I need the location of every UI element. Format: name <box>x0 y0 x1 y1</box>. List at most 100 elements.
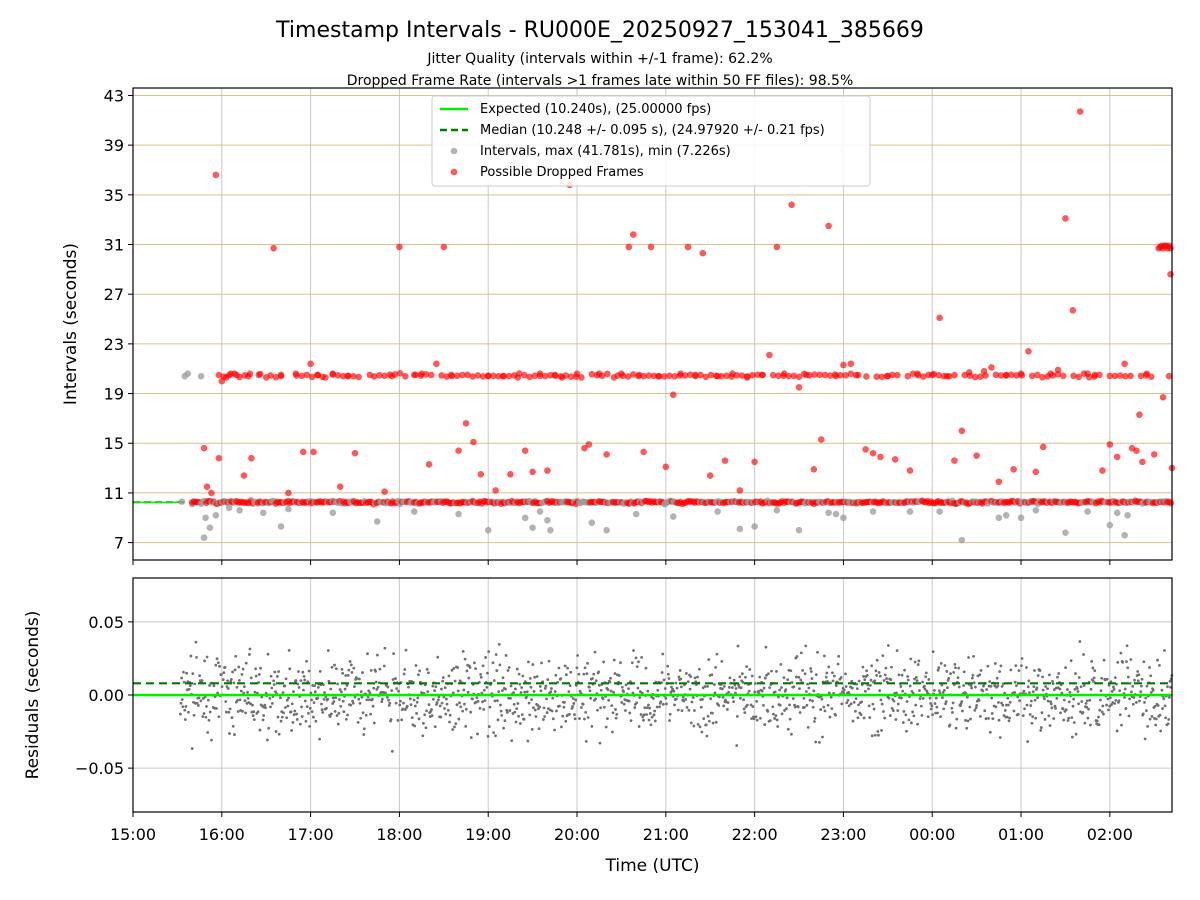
residual-point <box>368 691 372 695</box>
residual-point <box>538 705 542 709</box>
residual-point <box>846 698 850 702</box>
residual-point <box>707 719 711 723</box>
residual-point <box>533 675 537 679</box>
dropped-frame-point <box>585 441 593 448</box>
residual-point <box>906 675 910 678</box>
dropped-frame-point <box>837 371 844 379</box>
interval-point <box>178 498 186 505</box>
residual-point <box>268 696 272 700</box>
residual-point <box>241 709 244 713</box>
residual-point <box>773 690 777 694</box>
residual-point <box>1169 685 1173 689</box>
residual-point <box>965 695 969 699</box>
residual-point <box>1156 658 1159 662</box>
dropped-frame-point <box>958 427 966 435</box>
residual-point <box>863 678 867 682</box>
residual-point <box>762 703 765 707</box>
y-tick-label: 23 <box>104 335 124 354</box>
residual-point <box>902 710 906 713</box>
dropped-frame-point <box>707 371 715 379</box>
residual-point <box>766 710 770 713</box>
residual-point <box>583 717 586 721</box>
residual-point <box>276 715 280 719</box>
residual-point <box>784 688 788 692</box>
residual-point <box>710 673 714 677</box>
residual-point <box>753 682 757 685</box>
residual-point <box>584 739 588 743</box>
residual-point <box>878 689 882 693</box>
dropped-frame-point <box>930 370 938 378</box>
residual-point <box>249 676 253 680</box>
dropped-frame-point <box>904 372 912 380</box>
residual-point <box>564 673 568 677</box>
residual-point <box>644 666 648 670</box>
residual-point <box>850 679 854 683</box>
residual-point <box>244 661 248 665</box>
residual-point <box>584 710 588 714</box>
residual-point <box>1160 688 1164 692</box>
residual-point <box>840 702 844 706</box>
residual-point <box>488 705 492 709</box>
dropped-frame-point <box>973 452 980 459</box>
residual-point <box>433 725 437 729</box>
residual-point <box>757 689 760 693</box>
residual-point <box>639 713 643 716</box>
dropped-frame-point <box>940 372 948 380</box>
residual-point <box>831 679 835 683</box>
residual-point <box>1029 699 1033 703</box>
dropped-frame-point <box>640 372 647 380</box>
interval-point <box>1017 514 1025 522</box>
residual-point <box>985 688 989 691</box>
residual-point <box>905 729 908 733</box>
residual-point <box>722 684 726 688</box>
residual-point <box>1066 688 1069 691</box>
residual-point <box>819 708 823 711</box>
residual-point <box>231 724 235 728</box>
residual-point <box>897 673 901 677</box>
residual-point <box>884 666 888 670</box>
dropped-frame-point <box>270 244 277 252</box>
residual-point <box>1068 690 1072 694</box>
dropped-frame-point <box>736 487 744 494</box>
residual-point <box>409 703 413 707</box>
residual-point <box>440 687 443 691</box>
dropped-frame-point <box>647 243 655 251</box>
interval-point <box>544 516 551 524</box>
residual-point <box>1006 703 1010 707</box>
residual-point <box>1082 653 1085 656</box>
dropped-frame-point <box>692 372 699 380</box>
residual-point <box>964 718 967 722</box>
residual-point <box>969 684 973 688</box>
interval-point <box>995 514 1003 522</box>
residual-point <box>1138 699 1141 703</box>
residual-point <box>210 738 213 742</box>
residual-point <box>450 668 454 672</box>
intervals-plot-frame <box>132 87 1173 561</box>
dropped-frame-point <box>806 371 813 379</box>
residual-point <box>1123 696 1127 699</box>
residual-point <box>233 733 236 736</box>
residual-point <box>308 706 312 710</box>
residual-point <box>965 726 969 730</box>
dropped-frame-point <box>1018 371 1026 379</box>
residual-point <box>517 672 521 676</box>
dropped-frame-point <box>977 373 984 380</box>
residual-point <box>193 682 197 686</box>
residual-point <box>1077 702 1081 706</box>
dropped-frame-point <box>500 372 508 380</box>
residual-point <box>691 696 695 699</box>
residual-point <box>681 695 685 699</box>
residual-point <box>369 669 373 672</box>
residual-point <box>886 644 890 647</box>
residual-point <box>1009 668 1013 672</box>
residual-point <box>220 685 224 688</box>
residual-point <box>977 699 981 702</box>
residual-point <box>581 702 585 706</box>
interval-point <box>536 508 544 515</box>
residual-point <box>476 699 480 703</box>
dropped-frame-point <box>1075 373 1083 381</box>
residual-point <box>808 698 812 702</box>
residual-point <box>960 709 964 713</box>
residual-point <box>440 701 444 705</box>
residual-point <box>867 704 871 708</box>
